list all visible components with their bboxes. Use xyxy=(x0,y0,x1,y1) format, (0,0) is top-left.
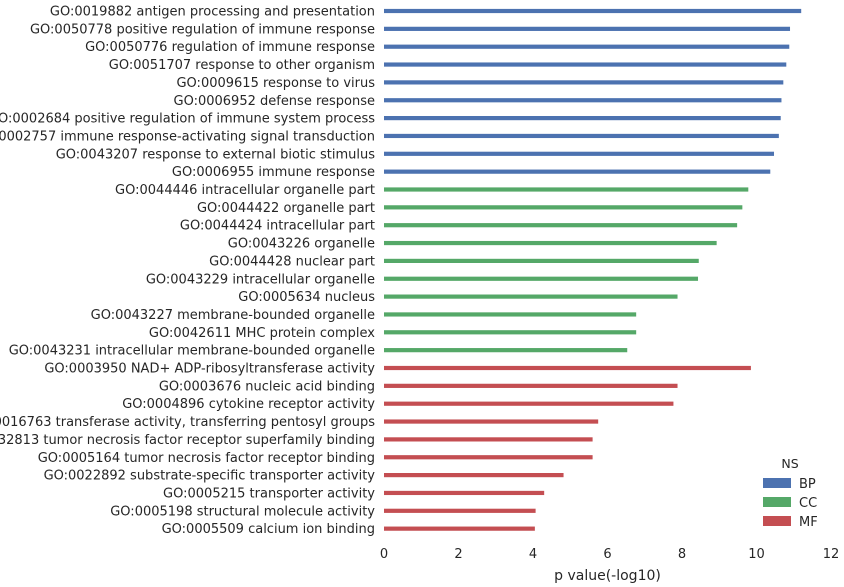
bar xyxy=(384,98,782,103)
bar xyxy=(384,294,678,299)
category-label: GO:0003950 NAD+ ADP-ribosyltransferase a… xyxy=(44,362,375,377)
bar xyxy=(384,62,787,67)
bar xyxy=(384,473,564,478)
category-label: GO:0005198 structural molecule activity xyxy=(110,504,375,519)
bar xyxy=(384,80,784,85)
bar xyxy=(384,240,717,246)
category-label: GO:0005164 tumor necrosis factor recepto… xyxy=(38,451,375,466)
category-label: GO:0050776 regulation of immune response xyxy=(85,40,375,55)
legend-entries: BP CC MF xyxy=(763,477,818,530)
category-label: GO:0042611 MHC protein complex xyxy=(149,326,375,341)
bars-layer xyxy=(384,8,802,531)
bar xyxy=(384,455,593,460)
legend-swatch xyxy=(763,497,791,507)
category-label: GO:0050778 positive regulation of immune… xyxy=(30,22,375,37)
bar xyxy=(384,330,637,335)
x-tick-label: 0 xyxy=(380,547,388,562)
category-label: GO:0044424 intracellular part xyxy=(180,219,375,234)
x-tick-label: 8 xyxy=(678,547,686,562)
bar xyxy=(384,169,771,174)
category-label: GO:0043207 response to external biotic s… xyxy=(56,147,376,162)
x-tick-label: 12 xyxy=(823,547,840,562)
category-label: GO:0005634 nucleus xyxy=(238,290,375,305)
bar xyxy=(384,276,699,281)
legend-swatch xyxy=(763,516,791,526)
category-label: GO:0019882 antigen processing and presen… xyxy=(50,5,375,20)
legend-label: CC xyxy=(799,496,817,511)
category-label: GO:0044428 nuclear part xyxy=(209,254,375,269)
category-label: GO:0004896 cytokine receptor activity xyxy=(122,397,375,412)
x-tick-label: 10 xyxy=(748,547,765,562)
category-label: GO:0003676 nucleic acid binding xyxy=(159,379,375,394)
bar xyxy=(384,8,802,14)
category-label: GO:0043231 intracellular membrane-bounde… xyxy=(9,344,375,359)
x-tick-label: 6 xyxy=(603,547,611,562)
category-label: GO:0016763 transferase activity, transfe… xyxy=(0,415,375,430)
x-axis: 0 2 4 6 8 10 12 xyxy=(380,547,839,562)
category-label: GO:0006952 defense response xyxy=(174,94,376,109)
bar xyxy=(384,312,637,317)
bar xyxy=(384,383,678,388)
category-label: GO:0002684 positive regulation of immune… xyxy=(0,112,375,127)
legend-swatch xyxy=(763,478,791,488)
bar xyxy=(384,26,791,31)
category-label: GO:0043227 membrane-bounded organelle xyxy=(91,308,375,323)
category-label: GO:0044422 organelle part xyxy=(197,201,375,216)
category-label: GO:0051707 response to other organism xyxy=(109,58,375,73)
category-label: GO:0044446 intracellular organelle part xyxy=(115,183,375,198)
bar xyxy=(384,348,628,353)
category-label: GO:0002757 immune response-activating si… xyxy=(0,129,375,144)
category-label: GO:0043226 organelle xyxy=(228,237,375,252)
bar xyxy=(384,258,699,263)
bar xyxy=(384,490,545,496)
bar xyxy=(384,151,775,156)
bar xyxy=(384,133,779,139)
legend-label: MF xyxy=(799,515,818,530)
legend: NS BP CC MF xyxy=(763,456,818,530)
x-axis-label: p value(-log10) xyxy=(554,568,661,584)
x-tick-label: 2 xyxy=(454,547,462,562)
bar xyxy=(384,187,749,192)
category-label: GO:0005215 transporter activity xyxy=(163,486,375,501)
legend-label: BP xyxy=(799,477,816,492)
bar xyxy=(384,44,790,49)
bar xyxy=(384,437,593,442)
bar xyxy=(384,401,674,406)
bar xyxy=(384,116,781,121)
bar xyxy=(384,508,536,513)
x-tick-label: 4 xyxy=(529,547,537,562)
bar xyxy=(384,419,599,424)
category-label: GO:0022892 substrate-specific transporte… xyxy=(44,469,376,484)
bar xyxy=(384,365,751,371)
bar xyxy=(384,223,738,228)
category-label: GO:0005509 calcium ion binding xyxy=(162,522,375,537)
category-label: GO:0006955 immune response xyxy=(172,165,375,180)
category-label: GO:0009615 response to virus xyxy=(176,76,375,91)
bar xyxy=(384,205,743,210)
bar xyxy=(384,526,535,531)
legend-title: NS xyxy=(781,456,798,471)
category-label: GO:0043229 intracellular organelle xyxy=(146,272,375,287)
category-label: GO:0032813 tumor necrosis factor recepto… xyxy=(0,433,375,448)
category-labels: GO:0019882 antigen processing and presen… xyxy=(0,5,375,538)
